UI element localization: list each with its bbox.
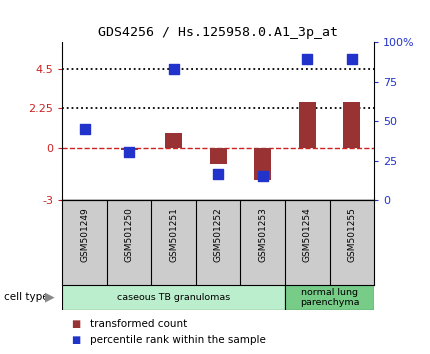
Bar: [121, 148, 138, 150]
Text: GSM501254: GSM501254: [303, 207, 312, 262]
Point: [126, 149, 132, 155]
Text: GSM501251: GSM501251: [169, 207, 178, 262]
Bar: [344, 102, 360, 148]
Bar: [285, 285, 374, 310]
Text: transformed count: transformed count: [90, 319, 187, 329]
Bar: [165, 133, 182, 148]
Text: normal lung
parenchyma: normal lung parenchyma: [300, 288, 359, 307]
Point: [348, 56, 355, 62]
Text: GSM501250: GSM501250: [125, 207, 134, 262]
Point: [215, 171, 222, 177]
Text: GSM501253: GSM501253: [258, 207, 267, 262]
Point: [81, 126, 88, 132]
Text: cell type: cell type: [4, 292, 49, 302]
Bar: [210, 148, 227, 164]
Text: ■: ■: [71, 335, 80, 345]
Text: GSM501255: GSM501255: [347, 207, 356, 262]
Bar: [62, 285, 285, 310]
Bar: [299, 102, 316, 148]
Text: ▶: ▶: [45, 291, 55, 304]
Bar: [254, 148, 271, 180]
Text: GSM501249: GSM501249: [80, 207, 89, 262]
Text: GSM501252: GSM501252: [214, 207, 223, 262]
Text: ■: ■: [71, 319, 80, 329]
Title: GDS4256 / Hs.125958.0.A1_3p_at: GDS4256 / Hs.125958.0.A1_3p_at: [98, 25, 338, 39]
Text: caseous TB granulomas: caseous TB granulomas: [117, 293, 230, 302]
Point: [170, 66, 177, 72]
Text: percentile rank within the sample: percentile rank within the sample: [90, 335, 266, 345]
Point: [304, 56, 311, 62]
Point: [259, 173, 266, 179]
